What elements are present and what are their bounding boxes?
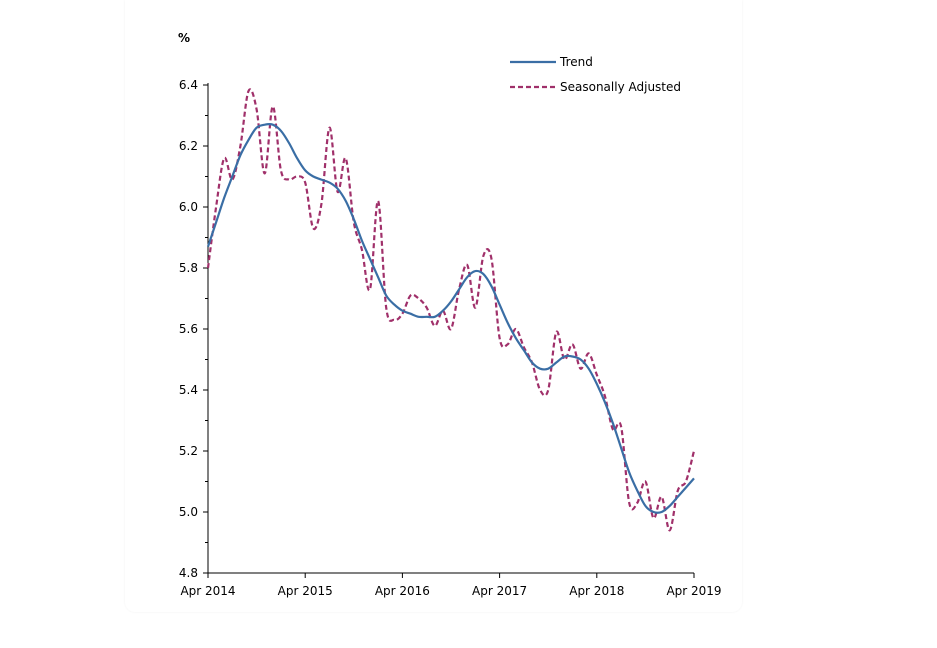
x-tick-label: Apr 2016 — [375, 584, 430, 598]
x-tick-label: Apr 2019 — [666, 584, 721, 598]
series-line-trend — [206, 122, 695, 514]
y-tick-label: 6.4 — [179, 78, 198, 92]
x-tick-label: Apr 2015 — [278, 584, 333, 598]
y-axis: 4.8 5.0 5.2 5.4 5.6 5.8 6.0 6.2 6.4 — [179, 78, 209, 580]
plot-lines — [206, 88, 696, 532]
legend: Trend Seasonally Adjusted — [510, 55, 681, 94]
x-tick-label: Apr 2017 — [472, 584, 527, 598]
y-tick-label: 5.8 — [179, 261, 198, 275]
legend-label-seasonally-adjusted: Seasonally Adjusted — [560, 80, 681, 94]
y-tick-label: 4.8 — [179, 566, 198, 580]
y-tick-label: 5.4 — [179, 383, 198, 397]
y-axis-unit-label: % — [178, 31, 190, 45]
x-tick-label: Apr 2014 — [180, 584, 235, 598]
y-tick-label: 5.2 — [179, 444, 198, 458]
x-axis: Apr 2014 Apr 2015 Apr 2016 Apr 2017 Apr 2018… — [180, 572, 722, 598]
y-tick-label: 6.2 — [179, 139, 198, 153]
chart-card — [125, 0, 742, 612]
x-tick-label: Apr 2018 — [569, 584, 624, 598]
series-line-seasonally-adjusted — [206, 88, 696, 532]
y-tick-label: 5.0 — [179, 505, 198, 519]
y-tick-label: 5.6 — [179, 322, 198, 336]
legend-label-trend: Trend — [559, 55, 593, 69]
y-tick-label: 6.0 — [179, 200, 198, 214]
